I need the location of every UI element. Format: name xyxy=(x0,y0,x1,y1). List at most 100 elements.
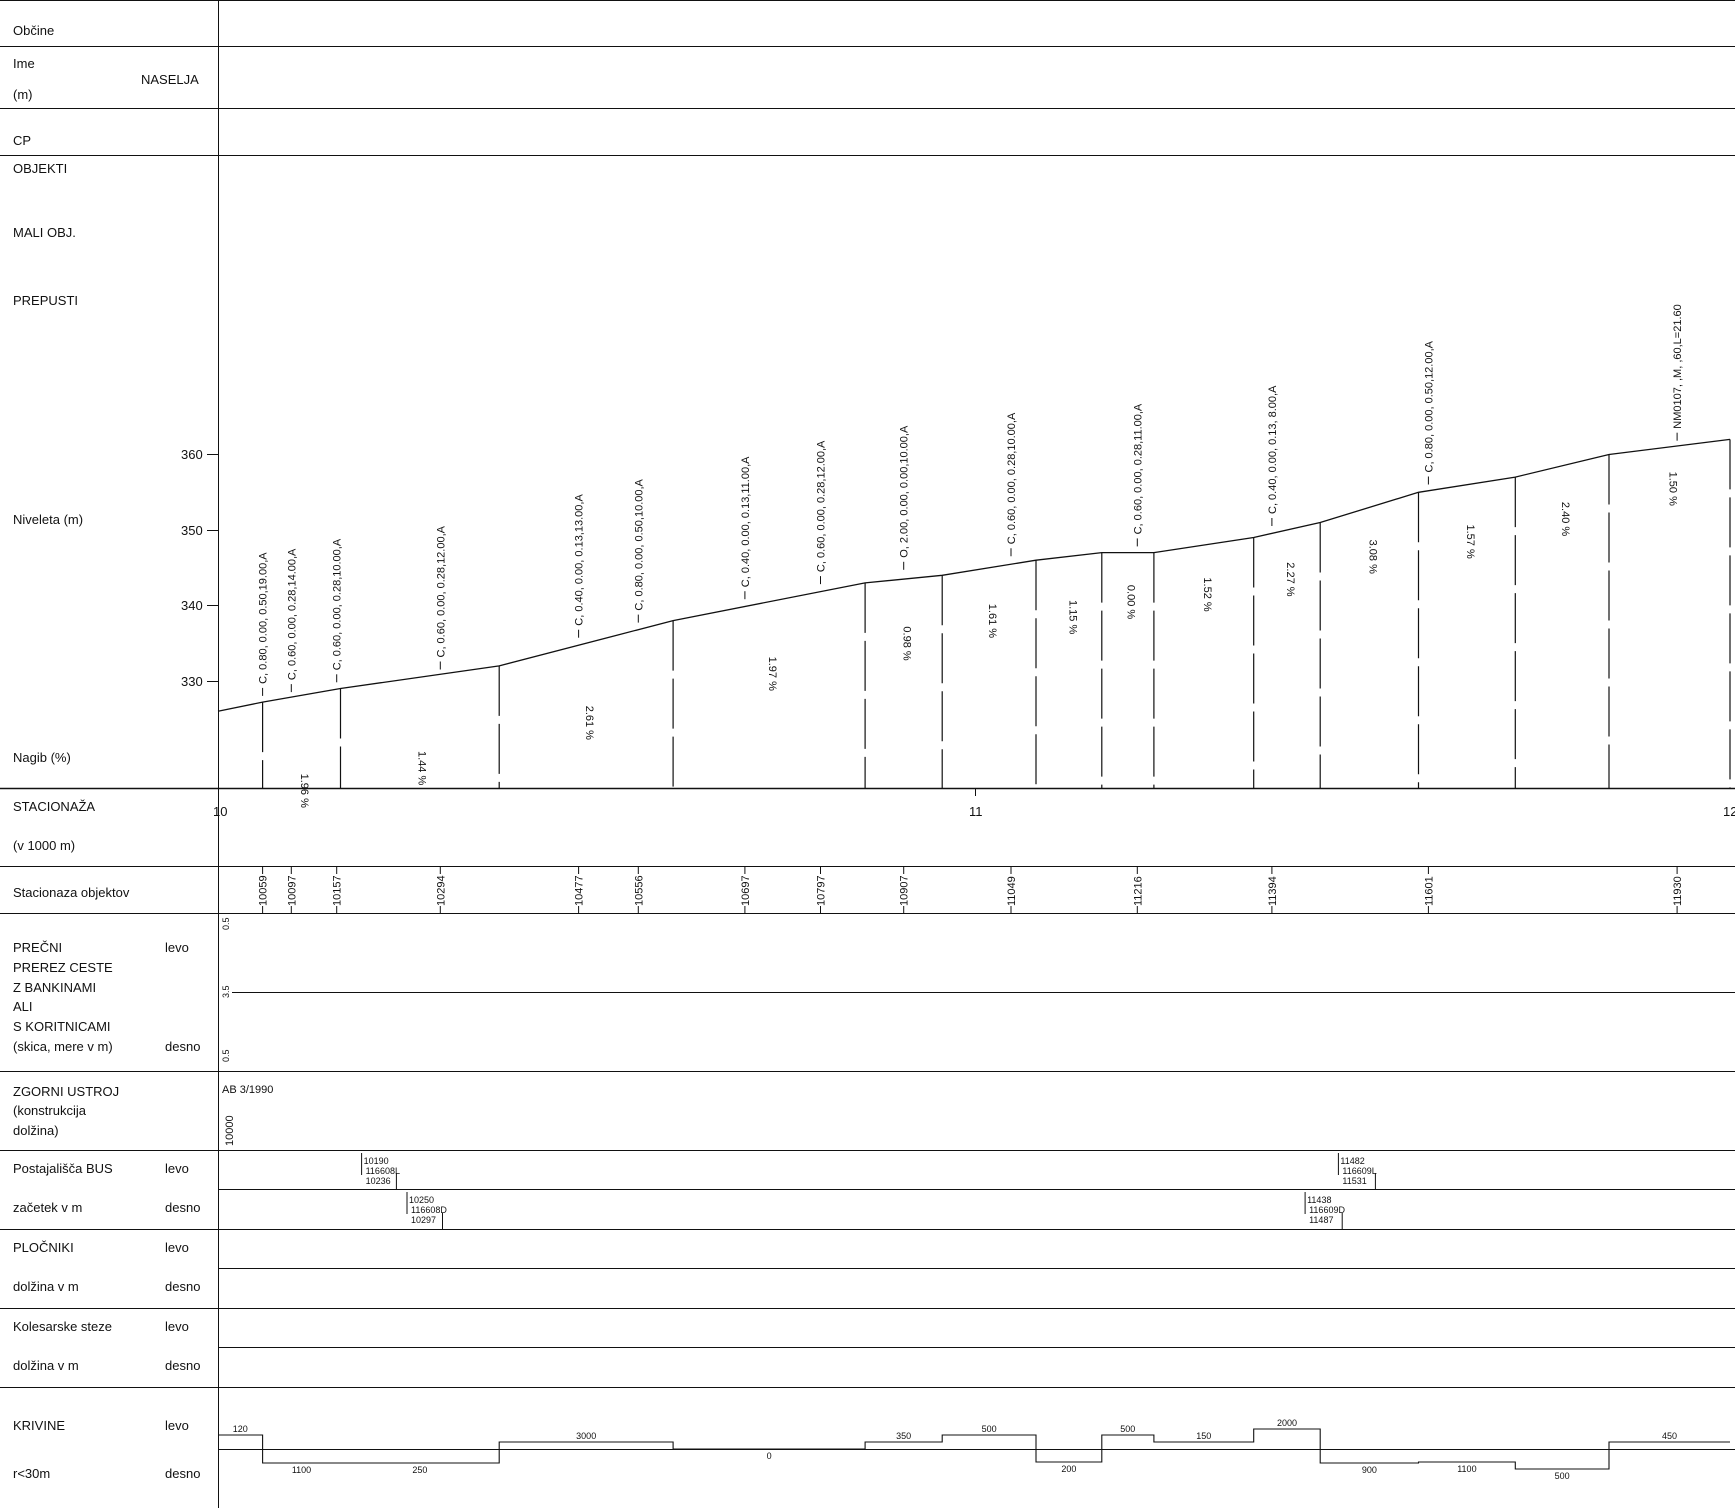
station-object-label: 10907 xyxy=(899,875,911,906)
grade-label: 1.61 % xyxy=(986,604,998,638)
station-objects-group: 10059 10097 10157 10294 10477 10556 10697 10797… xyxy=(258,866,1684,913)
label-krivine-levo: levo xyxy=(165,1418,189,1433)
cross-lane-width: 3.5 xyxy=(221,985,231,998)
station-object-label: 10294 xyxy=(435,875,447,906)
elevation-axis: 360 350 340 330 xyxy=(181,447,218,689)
object-label: C, 0.60, 0.00, 0.28,12.00,A xyxy=(435,525,447,657)
object-label: C, 0.60, 0.00, 0.28,10.00,A xyxy=(332,538,344,670)
object-label: C, 0.80, 0.00, 0.50,12.00,A xyxy=(1423,340,1435,472)
curve-radius-label: 200 xyxy=(1061,1464,1076,1474)
label-precni-4: ALI xyxy=(13,999,33,1014)
bus-stop-id: 116609D xyxy=(1309,1205,1345,1215)
station-object-label: 11930 xyxy=(1672,876,1684,906)
station-object-label: 11394 xyxy=(1267,876,1279,906)
bus-stop-start: 11438 xyxy=(1307,1195,1331,1205)
label-precni-6: (skica, mere v m) xyxy=(13,1039,113,1054)
object-label: O, 2.00, 0.00, 0.00,10.00,A xyxy=(899,425,911,558)
label-precni-desno: desno xyxy=(165,1039,200,1054)
superstructure-text: AB 3/1990 xyxy=(222,1084,273,1096)
grade-label: 2.61 % xyxy=(583,706,595,740)
label-precni-3: Z BANKINAMI xyxy=(13,980,96,995)
label-ime: Ime xyxy=(13,56,35,71)
label-zgornji-1: ZGORNI USTROJ xyxy=(13,1084,119,1099)
station-object-label: 10697 xyxy=(740,875,752,906)
label-zgornji-2: (konstrukcija xyxy=(13,1103,87,1118)
station-object-label: 11216 xyxy=(1132,876,1144,906)
label-krivine-desno: desno xyxy=(165,1466,200,1481)
label-kolesarske-desno: desno xyxy=(165,1358,200,1373)
superstructure-length: 10000 xyxy=(224,1115,236,1146)
object-label: C, 0.60, 0.00, 0.28,14.00,A xyxy=(286,548,298,680)
label-stacionaza: STACIONAŽA xyxy=(13,799,95,814)
grade-label: 1.52 % xyxy=(1201,577,1213,611)
bus-stop-end: 10297 xyxy=(411,1215,436,1225)
object-label: NM0107, ,M, ,60,L=21.60 xyxy=(1672,304,1684,428)
curve-radius-label: 350 xyxy=(896,1431,911,1441)
grade-label: 2.40 % xyxy=(1559,502,1571,536)
label-naselja: NASELJA xyxy=(141,72,199,87)
curve-radius-label: 900 xyxy=(1362,1465,1377,1475)
objects-group: C, 0.80, 0.00, 0.50,19.00,A C, 0.60, 0.00… xyxy=(258,304,1684,696)
bus-stop-id: 116608D xyxy=(411,1205,447,1215)
bus-stop-end: 11531 xyxy=(1342,1176,1366,1186)
bus-stop-id: 116608L xyxy=(366,1166,400,1176)
object-label: C, 0.60, 0.00, 0.28,11.00,A xyxy=(1132,403,1144,534)
grade-label: 1.57 % xyxy=(1464,525,1476,559)
label-r30: r<30m xyxy=(13,1466,50,1481)
curve-radius-label: 450 xyxy=(1662,1431,1677,1441)
elevation-tick-360: 360 xyxy=(181,447,203,462)
bus-stop-start: 10190 xyxy=(364,1156,389,1166)
bus-stop-id: 116609L xyxy=(1342,1166,1376,1176)
label-stacionaza-objektov: Stacionaza objektov xyxy=(13,885,130,900)
curve-radius-label: 2000 xyxy=(1277,1418,1297,1428)
label-plocniki-dolzina: dolžina v m xyxy=(13,1279,79,1294)
station-tick-10: 10 xyxy=(213,804,227,819)
station-object-label: 10797 xyxy=(816,875,828,906)
label-cp: CP xyxy=(13,133,31,148)
label-plocniki: PLOČNIKI xyxy=(13,1240,74,1255)
bus-stop-end: 10236 xyxy=(366,1176,391,1186)
label-kolesarske-dolzina: dolžina v m xyxy=(13,1358,79,1373)
station-axis: 10 11 12 xyxy=(213,788,1735,819)
label-zacetek: začetek v m xyxy=(13,1200,82,1215)
profile-line xyxy=(217,438,1731,712)
label-postajalisca: Postajališča BUS xyxy=(13,1161,113,1176)
station-tick-12: 12 xyxy=(1723,804,1735,819)
curves-step-line xyxy=(218,1428,1730,1470)
cross-right-width: 0.5 xyxy=(221,1049,231,1062)
curve-radius-label: 250 xyxy=(412,1465,427,1475)
cross-section: 0.5 3.5 0.5 xyxy=(221,917,1735,1062)
grade-label: 1.97 % xyxy=(766,657,778,691)
label-precni-1: PREČNI xyxy=(13,940,62,955)
grade-label: 1.15 % xyxy=(1066,600,1078,634)
bus-stops-group: 10190116608L1023611482116609L11531102501… xyxy=(361,1153,1377,1229)
label-nagib: Nagib (%) xyxy=(13,750,71,765)
label-prepusti: PREPUSTI xyxy=(13,293,78,308)
elevation-tick-350: 350 xyxy=(181,523,203,538)
superstructure: AB 3/1990 10000 xyxy=(222,1084,273,1146)
label-kolesarske-levo: levo xyxy=(165,1319,189,1334)
label-postaj-levo: levo xyxy=(165,1161,189,1176)
curve-radius-label: 500 xyxy=(982,1424,997,1434)
elevation-tick-330: 330 xyxy=(181,674,203,689)
label-plocniki-levo: levo xyxy=(165,1240,189,1255)
object-label: C, 0.60, 0.00, 0.28,10.00,A xyxy=(1006,412,1018,544)
object-label: C, 0.60, 0.00, 0.28,12.00,A xyxy=(816,440,828,572)
curves-group: 120 1100 250 3000 0 350 500 200 500 150 2000 900 110… xyxy=(218,1418,1735,1481)
station-object-label: 10477 xyxy=(574,875,586,906)
label-krivine: KRIVINE xyxy=(13,1418,65,1433)
curve-radius-label: 0 xyxy=(767,1451,772,1461)
curve-radius-label: 120 xyxy=(233,1424,248,1434)
label-plocniki-desno: desno xyxy=(165,1279,200,1294)
bus-stop-end: 11487 xyxy=(1309,1215,1333,1225)
curve-radius-label: 3000 xyxy=(576,1431,596,1441)
label-ime-unit: (m) xyxy=(13,87,33,102)
object-label: C, 0.40, 0.00, 0.13, 8.00,A xyxy=(1267,385,1279,514)
station-object-label: 10157 xyxy=(332,875,344,906)
curve-radius-label: 500 xyxy=(1120,1424,1135,1434)
label-mali-obj: MALI OBJ. xyxy=(13,225,76,240)
object-label: C, 0.40, 0.00, 0.13,11.00,A xyxy=(740,456,752,587)
grade-label: 2.27 % xyxy=(1284,562,1296,596)
station-object-label: 10556 xyxy=(633,875,645,906)
label-obcine: Občine xyxy=(13,23,54,38)
